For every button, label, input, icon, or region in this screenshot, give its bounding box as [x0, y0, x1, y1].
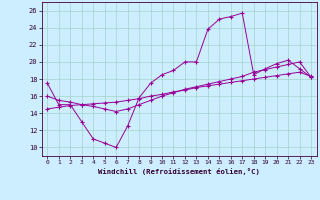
- X-axis label: Windchill (Refroidissement éolien,°C): Windchill (Refroidissement éolien,°C): [98, 168, 260, 175]
